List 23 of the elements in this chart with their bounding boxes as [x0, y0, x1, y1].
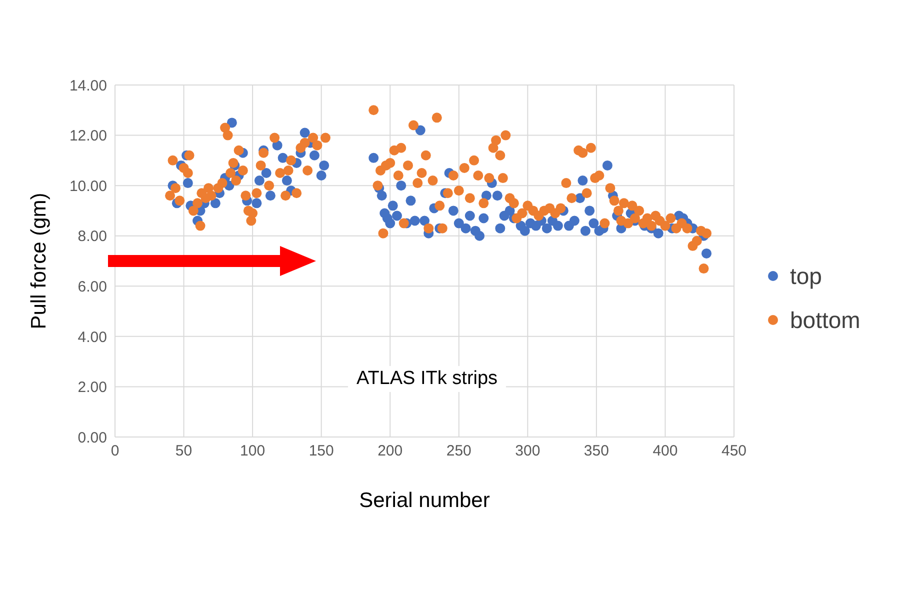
y-tick-label: 8.00: [78, 228, 107, 246]
x-tick-label: 350: [584, 442, 609, 460]
x-axis-title: Serial number: [359, 489, 490, 512]
y-tick-label: 2.00: [78, 379, 107, 396]
y-tick-label: 12.00: [69, 128, 107, 145]
x-tick-label: 50: [175, 442, 192, 460]
y-tick-label: 14.00: [69, 77, 107, 94]
legend-label: top: [790, 262, 822, 291]
x-tick-label: 100: [240, 442, 266, 460]
y-axis-title: Pull force (gm): [27, 192, 50, 330]
x-tick-label: 400: [652, 442, 678, 460]
x-tick-label: 250: [446, 442, 472, 460]
x-tick-label: 0: [110, 442, 120, 460]
x-tick-label: 300: [515, 442, 540, 460]
x-tick-label: 450: [721, 442, 747, 460]
y-tick-label: 6.00: [78, 278, 107, 296]
y-tick-label: 4.00: [78, 328, 107, 346]
legend-label: bottom: [790, 306, 860, 335]
x-tick-label: 150: [308, 442, 334, 460]
y-tick-label: 0.00: [78, 429, 107, 446]
x-tick-label: 200: [378, 442, 403, 460]
y-tick-label: 10.00: [69, 178, 107, 195]
annotation: ATLAS ITk strips: [348, 366, 506, 392]
